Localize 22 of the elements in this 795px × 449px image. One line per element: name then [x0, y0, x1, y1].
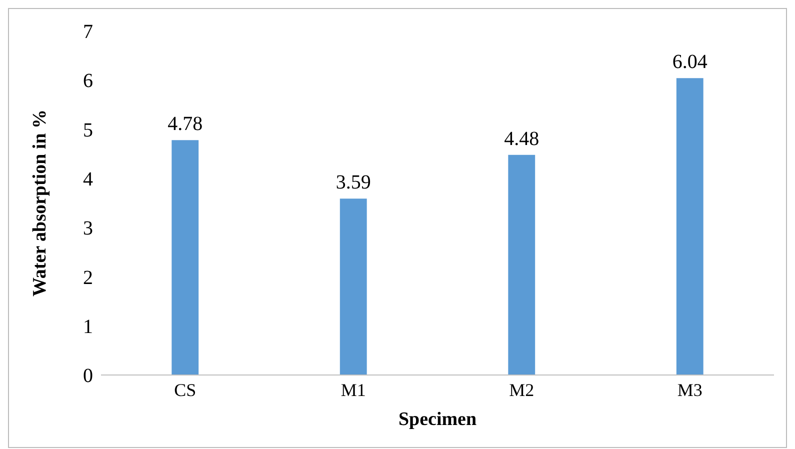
x-tick-label: M2 — [509, 380, 534, 400]
bar — [676, 78, 704, 375]
x-tick-label: M1 — [340, 380, 366, 400]
data-label: 4.78 — [168, 113, 203, 136]
x-tick-label: CS — [174, 380, 196, 400]
bar — [508, 154, 536, 375]
data-label: 3.59 — [336, 172, 371, 194]
x-axis-title: Specimen — [398, 409, 477, 430]
y-tick-label: 7 — [83, 21, 93, 44]
data-label: 6.04 — [672, 51, 708, 74]
y-tick-label: 4 — [83, 168, 93, 191]
data-label: 4.48 — [504, 128, 540, 150]
y-tick-label: 1 — [83, 316, 93, 338]
y-tick-label: 5 — [83, 119, 93, 142]
y-axis-title: Water absorption in % — [30, 109, 51, 297]
y-tick-label: 0 — [83, 365, 93, 388]
y-tick-label: 6 — [83, 70, 93, 92]
bar — [172, 140, 199, 375]
x-tick-label: M3 — [677, 380, 702, 400]
y-tick-label: 2 — [83, 266, 93, 289]
y-tick-label: 3 — [83, 218, 93, 240]
bar — [340, 198, 367, 375]
